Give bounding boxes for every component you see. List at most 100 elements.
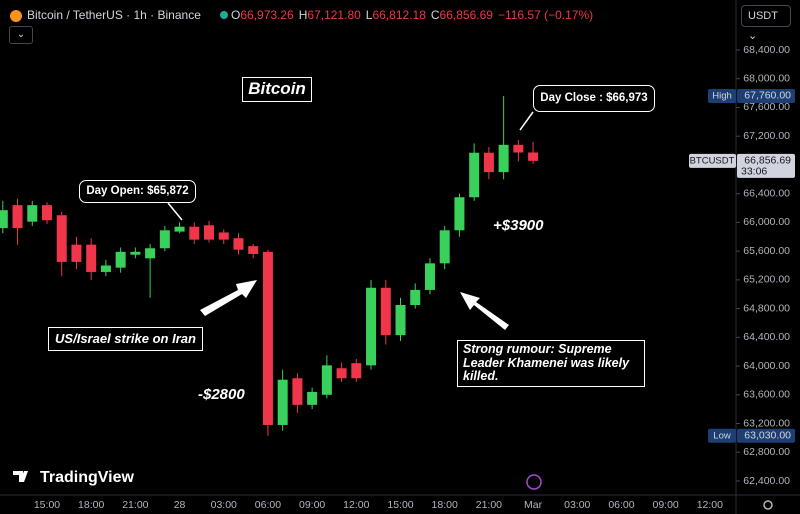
y-tick-label: 65,600.00 xyxy=(743,245,790,257)
price-marker-name-box xyxy=(708,88,736,103)
price-marker-value: 63,030.00 xyxy=(744,430,791,442)
candle-body xyxy=(366,287,377,366)
ohlc-value: 66,856.69 xyxy=(439,8,493,22)
candle-body xyxy=(130,251,141,255)
x-tick-label: 21:00 xyxy=(122,499,148,511)
candle-body xyxy=(86,244,97,272)
collapse-button[interactable]: ⌄ xyxy=(9,26,33,44)
candle-body xyxy=(336,368,347,379)
y-tick-label: 62,400.00 xyxy=(743,475,790,487)
y-tick-label: 67,600.00 xyxy=(743,101,790,113)
candle-body xyxy=(321,365,332,395)
x-tick-label: 03:00 xyxy=(564,499,590,511)
price-marker-box xyxy=(737,153,795,178)
price-marker-name: High xyxy=(712,90,732,101)
x-tick-label: 15:00 xyxy=(34,499,60,511)
candle-body xyxy=(189,226,200,240)
x-tick-label: 18:00 xyxy=(78,499,104,511)
candle-body xyxy=(454,197,465,231)
price-marker-name-box xyxy=(708,428,736,443)
candle-body xyxy=(410,289,421,306)
candle-body xyxy=(439,230,450,264)
price-marker: 67,760.00 High xyxy=(708,88,795,103)
ohlc-value: 66,812.18 xyxy=(372,8,426,22)
annotation: Day Open: $65,872 xyxy=(79,180,196,203)
candle-body xyxy=(380,287,391,336)
annotation: Bitcoin xyxy=(242,77,312,102)
candle-body xyxy=(71,244,82,262)
candle-body xyxy=(424,263,435,290)
candle-body xyxy=(159,230,170,249)
watermark-logo xyxy=(13,471,28,482)
annotation: Strong rumour: Supreme Leader Khamenei w… xyxy=(457,340,645,387)
candle-body xyxy=(483,152,494,173)
watermark: TradingView xyxy=(40,469,135,486)
y-tick-label: 64,000.00 xyxy=(743,360,790,372)
ohlc-key: H xyxy=(298,8,308,22)
arrow xyxy=(200,280,257,316)
x-tick-label: Mar xyxy=(524,499,543,511)
x-tick-label: 21:00 xyxy=(476,499,502,511)
annotation: Day Close : $66,973 xyxy=(533,85,655,112)
change: −116.57 (−0.17%) xyxy=(497,8,594,22)
x-tick-label: 18:00 xyxy=(432,499,458,511)
y-tick-label: 63,600.00 xyxy=(743,389,790,401)
candle-body xyxy=(292,378,303,405)
candle-body xyxy=(27,205,38,222)
candle-body xyxy=(174,226,185,232)
symbol-icon xyxy=(10,10,22,22)
price-marker-name: BTCUSDT xyxy=(690,155,735,166)
candle-body xyxy=(204,225,215,240)
price-marker-box xyxy=(737,428,795,443)
arrow xyxy=(460,292,509,330)
candle-body xyxy=(248,246,259,255)
candle-body xyxy=(41,205,52,221)
ohlc-key: C xyxy=(430,8,440,22)
candle-body xyxy=(528,152,539,161)
annotation: +$3900 xyxy=(493,217,544,234)
price-marker-countdown: 33:06 xyxy=(741,166,767,178)
y-tick-label: 67,200.00 xyxy=(743,130,790,142)
x-tick-label: 09:00 xyxy=(653,499,679,511)
candle-body xyxy=(12,205,23,229)
candle-body xyxy=(498,144,509,173)
symbol: Bitcoin / TetherUS · 1h · Binance xyxy=(27,8,201,22)
x-tick-label: 12:00 xyxy=(343,499,369,511)
ohlc-legend: O66,973.26 H67,121.80 L66,812.18 C66,856.69… xyxy=(231,8,593,22)
pointer xyxy=(519,111,534,131)
market-status xyxy=(220,11,228,19)
candle-body xyxy=(56,215,67,262)
x-tick-label: 06:00 xyxy=(255,499,281,511)
y-tick-label: 64,800.00 xyxy=(743,302,790,314)
candle-body xyxy=(277,379,288,425)
candle-body xyxy=(351,363,362,379)
candle-body xyxy=(513,144,524,153)
pointer xyxy=(167,202,183,221)
event-icon[interactable] xyxy=(526,474,542,490)
price-marker-box xyxy=(737,88,795,103)
candle-body xyxy=(100,265,111,272)
candle-body xyxy=(145,248,156,259)
price-marker-name-box xyxy=(689,153,736,168)
settings-icon[interactable] xyxy=(763,500,773,510)
ohlc-key: O xyxy=(231,8,241,22)
x-tick-label: 28 xyxy=(174,499,186,511)
annotation: -$2800 xyxy=(198,386,245,403)
y-tick-label: 63,200.00 xyxy=(743,417,790,429)
x-tick-label: 09:00 xyxy=(299,499,325,511)
y-tick-label: 62,800.00 xyxy=(743,446,790,458)
y-tick-label: 65,200.00 xyxy=(743,274,790,286)
candle-body xyxy=(233,238,244,250)
price-marker-value: 67,760.00 xyxy=(744,90,791,102)
y-tick-label: 64,400.00 xyxy=(743,331,790,343)
candle-body xyxy=(307,391,318,405)
candle-body xyxy=(115,251,126,268)
x-tick-label: 12:00 xyxy=(697,499,723,511)
currency-select[interactable]: USDT ⌄ xyxy=(741,5,791,42)
y-tick-label: 66,400.00 xyxy=(743,187,790,199)
candle-body xyxy=(469,152,480,198)
price-marker-value: 66,856.69 xyxy=(744,155,791,167)
